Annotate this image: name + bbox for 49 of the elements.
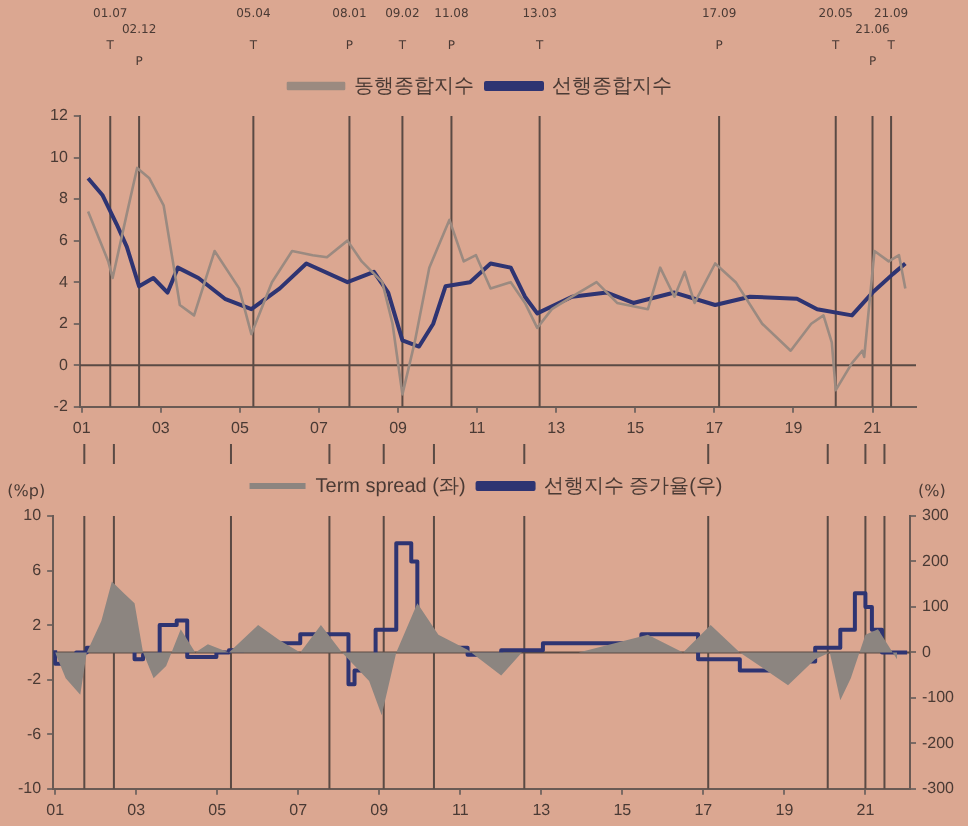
- x-tick-label: 11: [451, 800, 470, 819]
- x-tick-label: 07: [310, 418, 329, 437]
- y-tick-label: 12: [49, 106, 69, 125]
- y-tick-label: 6: [32, 560, 43, 579]
- y2-tick-label: -300: [921, 779, 956, 798]
- x-tick-label: 19: [784, 418, 804, 437]
- x-tick-label: 03: [127, 800, 147, 819]
- y2-tick-label: 0: [921, 642, 932, 661]
- legend-label: 선행지수 증가율(우): [543, 475, 723, 498]
- y-tick-label: 2: [58, 314, 69, 333]
- x-tick-label: 05: [208, 800, 228, 819]
- x-tick-label: 09: [389, 418, 409, 437]
- y-tick-label: -6: [26, 724, 43, 743]
- x-tick-label: 03: [151, 418, 171, 437]
- y-tick-label: 10: [23, 506, 43, 525]
- y2-tick-label: 200: [921, 551, 950, 570]
- x-tick-label: 05: [231, 418, 250, 437]
- y-axis-title: (%p): [7, 482, 46, 501]
- legend-label: Term spread (좌): [315, 475, 466, 498]
- x-tick-label: 11: [468, 418, 487, 437]
- y-tick-label: 2: [32, 615, 43, 634]
- x-tick-label: 21: [856, 800, 876, 819]
- x-tick-label: 15: [626, 418, 646, 437]
- y-tick-label: -10: [18, 779, 43, 798]
- y2-tick-label: 100: [921, 597, 950, 616]
- x-tick-label: 09: [370, 800, 390, 819]
- y-tick-label: 10: [49, 147, 69, 166]
- y-tick-label: -2: [53, 397, 69, 416]
- y-tick-label: 0: [58, 355, 69, 374]
- x-tick-label: 19: [775, 800, 795, 819]
- legend-label: 동행종합지수: [354, 75, 474, 98]
- x-tick-label: 01: [46, 800, 66, 819]
- y2-axis-title: (%): [917, 482, 946, 501]
- y-tick-label: 8: [58, 189, 69, 208]
- y2-tick-label: 300: [921, 506, 950, 525]
- y2-tick-label: -200: [921, 733, 956, 752]
- x-tick-label: 15: [613, 800, 633, 819]
- y-tick-label: 4: [58, 272, 69, 291]
- x-tick-label: 13: [532, 800, 552, 819]
- x-tick-label: 07: [289, 800, 309, 819]
- x-tick-label: 17: [705, 418, 725, 437]
- legend-label: 선행종합지수: [552, 75, 672, 98]
- y-tick-label: 6: [58, 231, 69, 250]
- x-tick-label: 13: [547, 418, 567, 437]
- y2-tick-label: -100: [921, 688, 956, 707]
- y-tick-label: -2: [26, 670, 43, 689]
- x-tick-label: 01: [72, 418, 92, 437]
- x-tick-label: 17: [694, 800, 714, 819]
- x-tick-label: 21: [863, 418, 883, 437]
